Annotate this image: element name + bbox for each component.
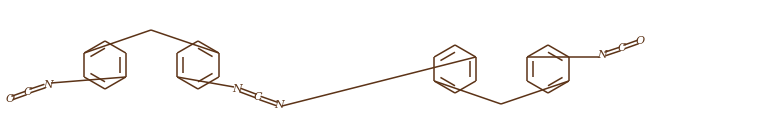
Text: C: C [24,87,33,97]
Text: O: O [636,36,645,46]
Text: N: N [598,50,607,60]
Text: N: N [232,84,242,94]
Text: C: C [254,92,263,102]
Text: N: N [274,100,284,110]
Text: N: N [44,80,53,90]
Text: O: O [5,94,15,104]
Text: C: C [618,43,626,53]
